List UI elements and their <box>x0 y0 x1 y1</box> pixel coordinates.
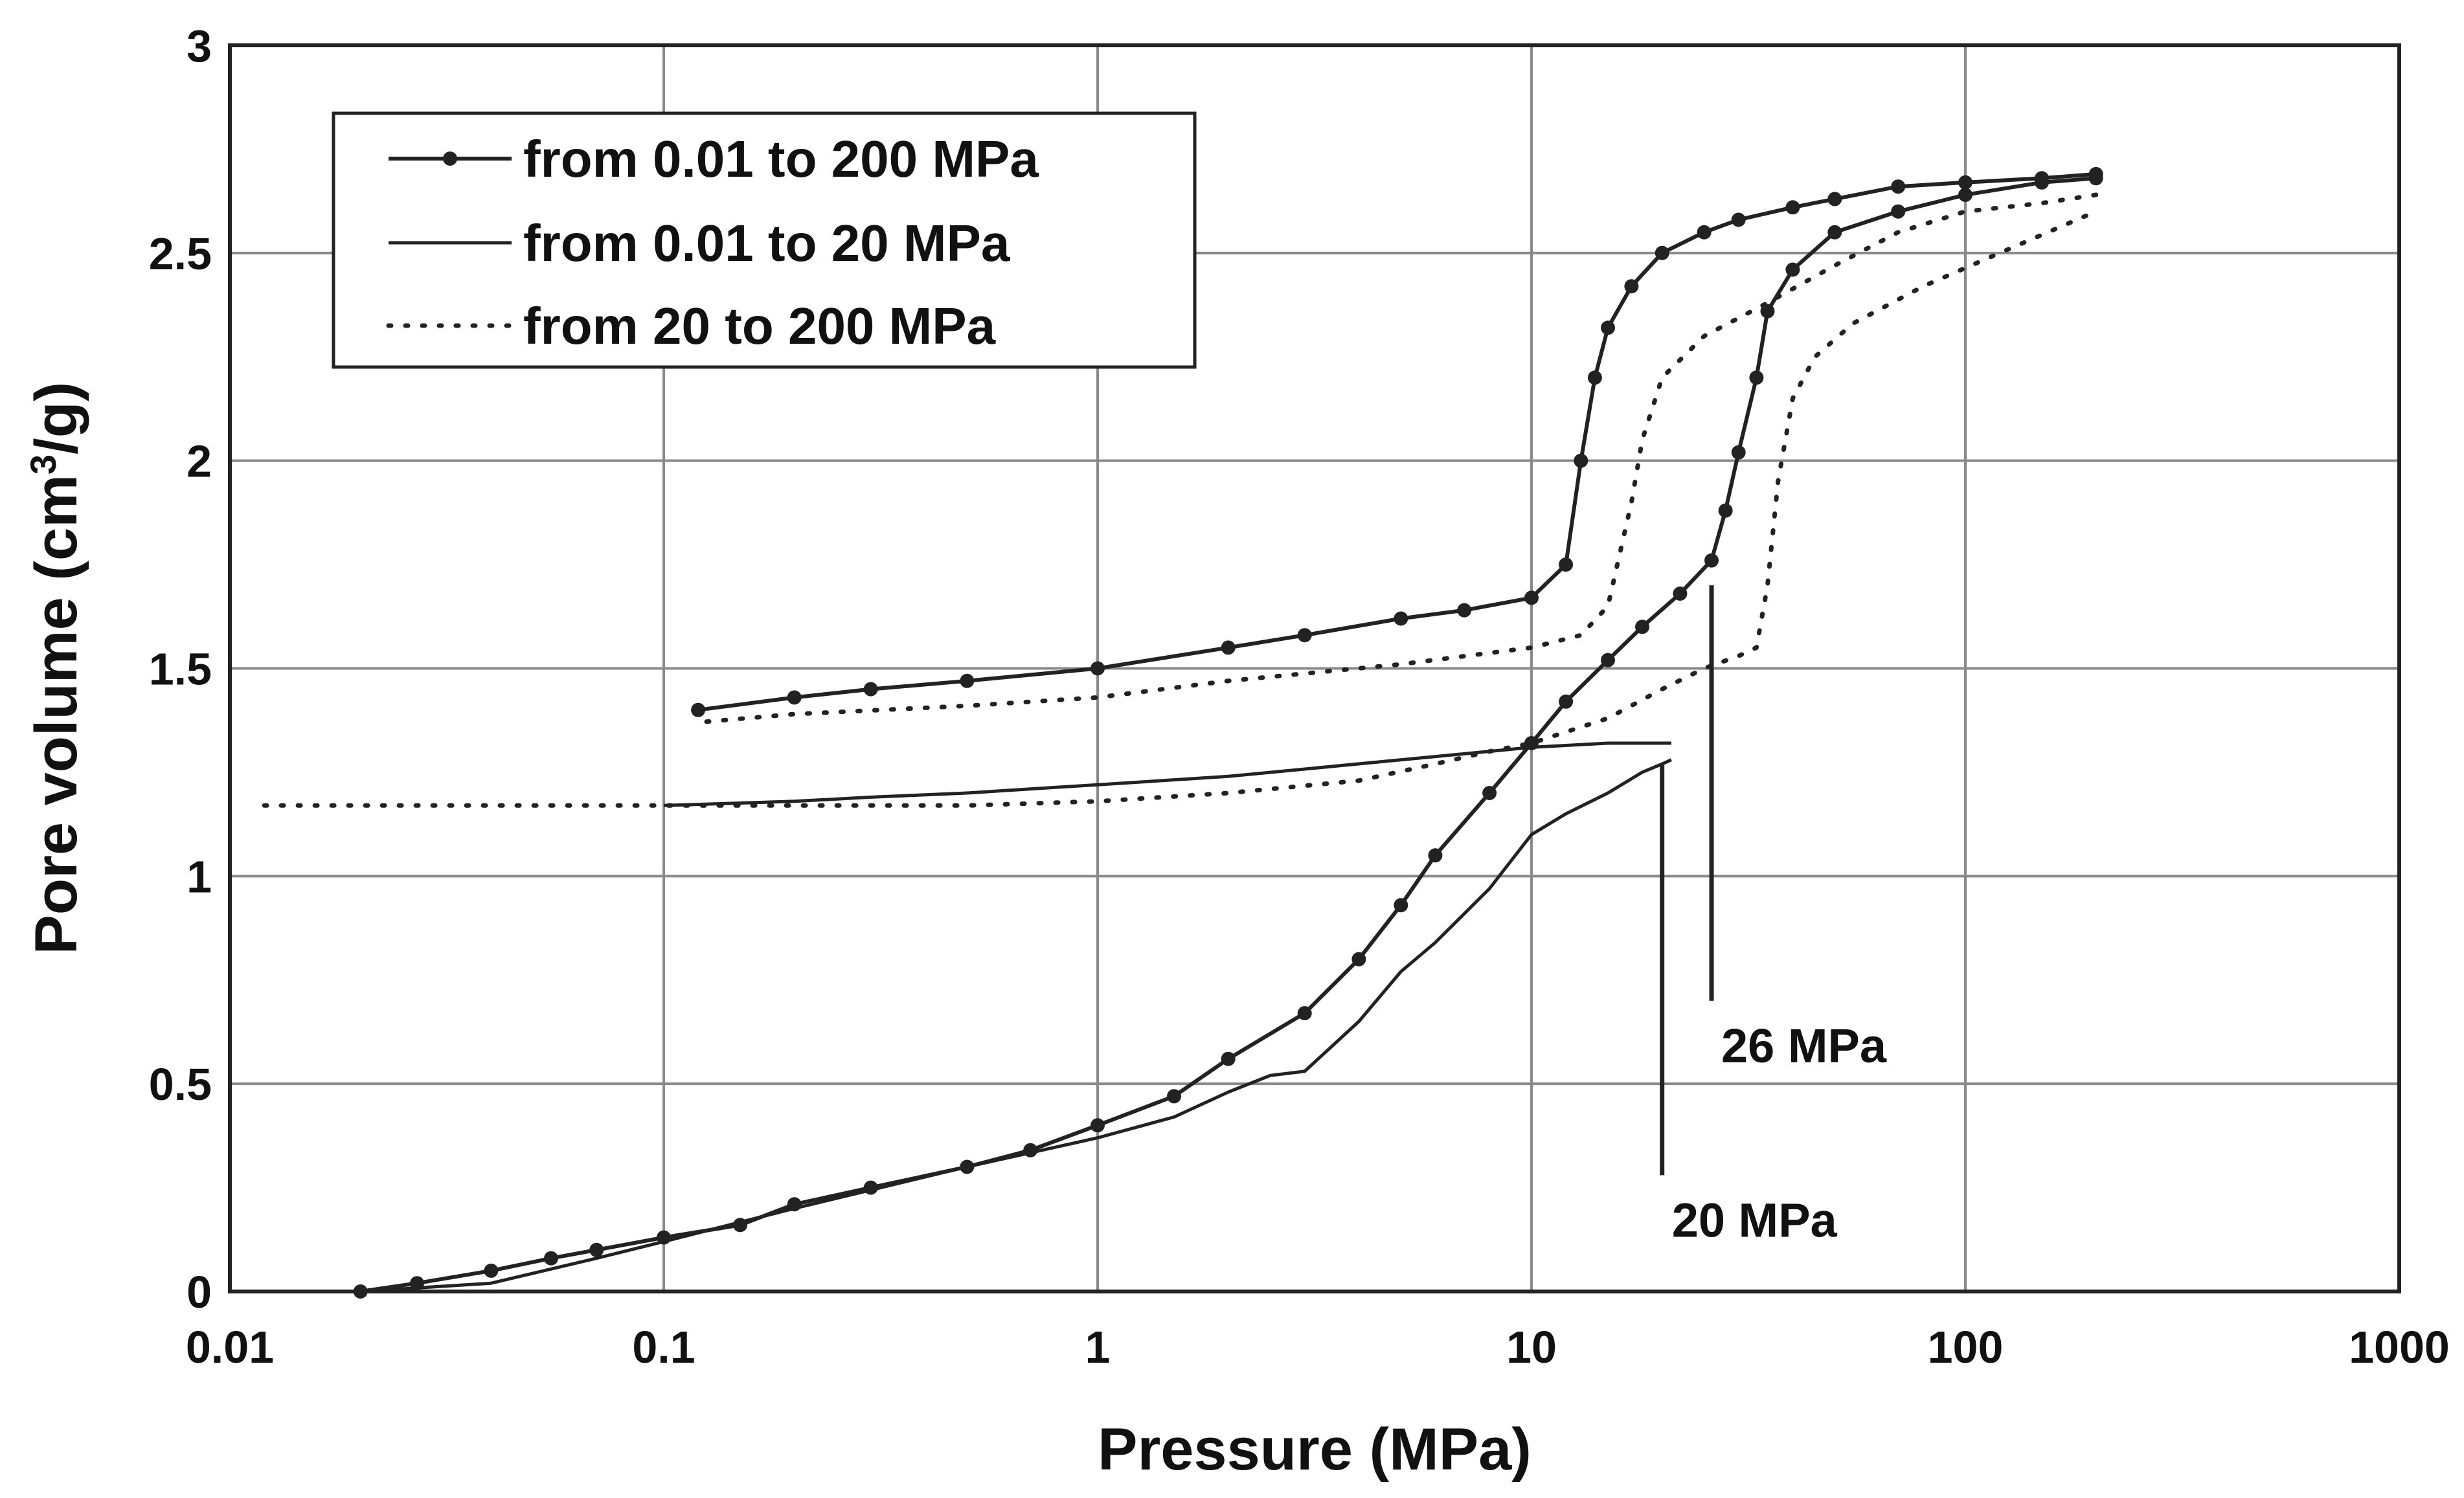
x-tick-label-1: 0.1 <box>632 1322 695 1372</box>
series-1-intrusion-marker-4 <box>589 1242 604 1257</box>
series-1-intrusion-marker-14 <box>1297 1006 1312 1021</box>
series-1-intrusion-marker-15 <box>1351 952 1366 967</box>
annotations-group: 26 MPa 20 MPa <box>1660 585 1887 1247</box>
y-tick-label-6: 3 <box>186 21 212 71</box>
x-tick-label-4: 100 <box>1928 1322 2004 1372</box>
x-tick-label-5: 1000 <box>2349 1322 2450 1372</box>
series-1-intrusion-marker-30 <box>1827 225 1842 240</box>
series-1-intrusion-marker-18 <box>1482 786 1497 800</box>
x-tick-label-3: 10 <box>1506 1322 1557 1372</box>
tick-labels: 0.01 0.1 1 10 100 1000 0 0.5 1 1.5 2 2.5 3 <box>149 21 2450 1372</box>
series-1-extrusion-marker-23 <box>691 702 706 717</box>
series-1-extrusion-marker-6 <box>1731 212 1746 227</box>
series-1-intrusion-marker-20 <box>1559 694 1574 709</box>
series-1-extrusion-marker-4 <box>1827 192 1842 207</box>
series-1-extrusion-line <box>697 172 2096 712</box>
y-tick-label-4: 2 <box>186 436 212 487</box>
series-group <box>262 166 2103 1299</box>
series-1-intrusion-marker-11 <box>1091 1118 1105 1133</box>
x-tick-label-2: 1 <box>1085 1322 1111 1372</box>
series-1-intrusion-marker-28 <box>1760 304 1775 319</box>
series-1-extrusion-marker-12 <box>1574 453 1588 468</box>
series-1-intrusion-marker-21 <box>1601 653 1615 667</box>
series-1-intrusion-marker-27 <box>1749 370 1764 385</box>
series-1-extrusion-marker-5 <box>1785 200 1800 215</box>
series-1-intrusion-marker-12 <box>1167 1089 1181 1104</box>
x-axis-title: Pressure (MPa) <box>1098 1416 1532 1482</box>
legend-label-series-1: from 0.01 to 200 MPa <box>523 130 1039 188</box>
annotation-label-0: 26 MPa <box>1721 1019 1887 1073</box>
y-tick-label-3: 1.5 <box>149 644 212 695</box>
series-1-intrusion-marker-3 <box>544 1251 558 1266</box>
series-1-extrusion-marker-2 <box>1958 175 1972 190</box>
series-1-intrusion-marker-29 <box>1785 262 1800 277</box>
series-1-extrusion-marker-1 <box>2035 171 2049 186</box>
series-1-intrusion-marker-31 <box>1891 204 1906 219</box>
series-1-extrusion-marker-21 <box>863 682 878 697</box>
legend-label-series-3: from 20 to 200 MPa <box>523 297 996 355</box>
series-1-intrusion-marker-25 <box>1718 503 1733 518</box>
series-1-intrusion-marker-13 <box>1221 1051 1236 1066</box>
series-1-extrusion-marker-0 <box>2088 166 2103 181</box>
series-1-intrusion-marker-17 <box>1428 848 1443 863</box>
series-3-part1-line <box>262 209 2099 808</box>
series-1-extrusion-marker-7 <box>1697 225 1712 240</box>
legend-label-series-2: from 0.01 to 20 MPa <box>523 214 1010 272</box>
series-3-part2-line <box>695 192 2099 725</box>
y-tick-label-0: 0 <box>186 1267 212 1317</box>
series-2-intrusion-line <box>360 758 1672 1293</box>
series-1-extrusion-marker-15 <box>1457 603 1472 618</box>
series-1-extrusion-marker-16 <box>1394 611 1408 626</box>
series-1-extrusion-marker-10 <box>1601 320 1615 335</box>
series-1-intrusion-marker-24 <box>1704 553 1719 568</box>
series-2-extrusion-line <box>663 741 1671 807</box>
series-1-intrusion-marker-22 <box>1635 620 1649 634</box>
series-1-extrusion-marker-3 <box>1891 179 1906 194</box>
series-1-extrusion-marker-18 <box>1221 640 1236 655</box>
series-1-extrusion-marker-8 <box>1655 245 1669 260</box>
y-tick-label-2: 1 <box>186 851 212 902</box>
annotation-label-1: 20 MPa <box>1672 1193 1838 1247</box>
series-1-intrusion-marker-2 <box>484 1263 499 1278</box>
y-tick-label-1: 0.5 <box>149 1059 212 1110</box>
series-1-extrusion-marker-20 <box>960 673 975 688</box>
y-axis-title-main: Pore volume (cm <box>23 475 89 954</box>
y-axis-title: Pore volume (cm3/g) <box>23 382 89 955</box>
legend: from 0.01 to 200 MPa from 0.01 to 20 MPa… <box>332 111 1197 369</box>
series-1-extrusion-marker-13 <box>1559 557 1574 572</box>
series-1-extrusion-marker-11 <box>1587 370 1602 385</box>
series-1-extrusion-marker-9 <box>1624 279 1639 294</box>
series-1-intrusion-marker-23 <box>1673 587 1688 601</box>
plot-area-border <box>228 43 2401 1293</box>
series-1-intrusion-marker-16 <box>1394 898 1408 913</box>
y-axis-title-superscript: 3 <box>23 454 63 475</box>
y-axis-title-tail: /g) <box>23 382 89 454</box>
series-1-extrusion-marker-17 <box>1297 628 1312 643</box>
series-1-extrusion-marker-19 <box>1091 661 1105 676</box>
x-tick-label-0: 0.01 <box>186 1322 274 1372</box>
series-1-intrusion-marker-26 <box>1731 445 1746 460</box>
series-1-intrusion-marker-32 <box>1958 188 1972 202</box>
series-1-extrusion-marker-22 <box>787 690 802 705</box>
legend-marker-series-1 <box>443 151 457 166</box>
y-tick-label-5: 2.5 <box>149 229 212 279</box>
series-1-extrusion-marker-14 <box>1524 590 1539 605</box>
